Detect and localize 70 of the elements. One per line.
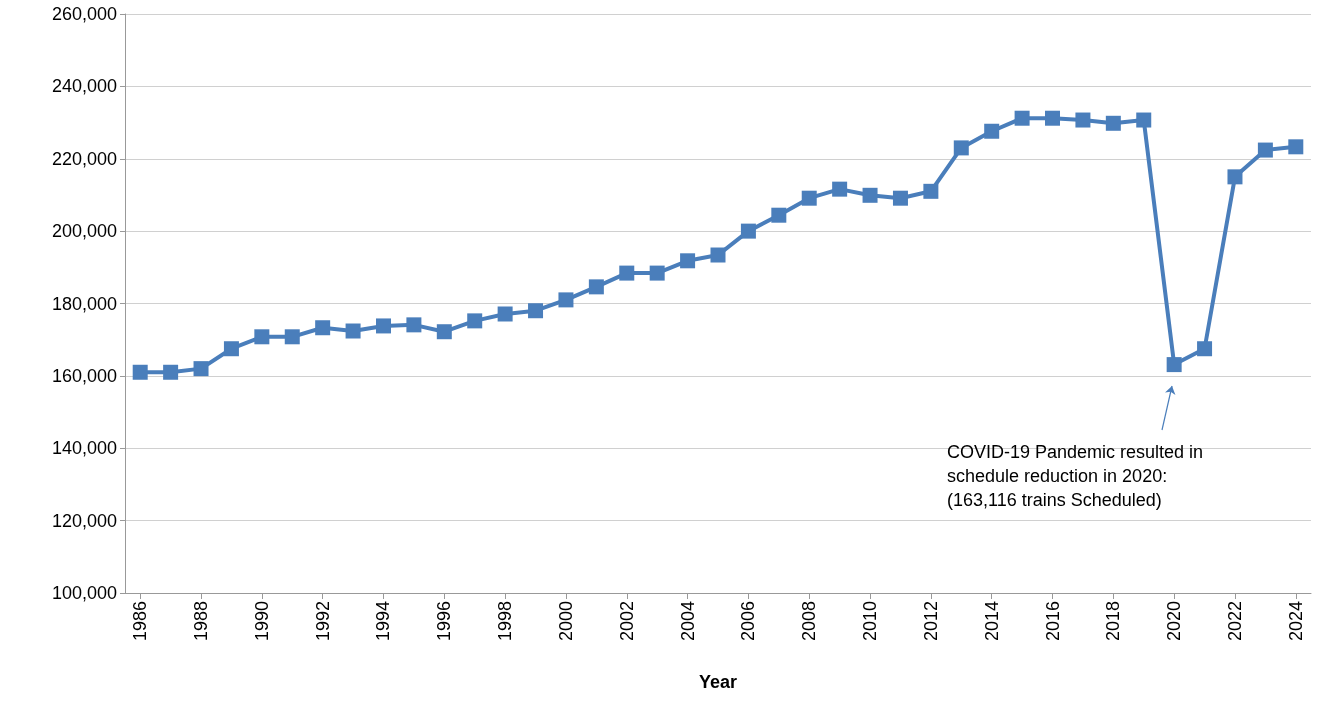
x-tick-label: 2008 (799, 601, 820, 642)
point (771, 207, 787, 223)
point (375, 318, 391, 334)
point (892, 190, 908, 206)
point (467, 313, 483, 329)
point (254, 329, 270, 345)
x-tick-label: 2010 (860, 601, 881, 642)
point (436, 324, 452, 340)
point (1197, 341, 1213, 357)
x-tick-label: 2024 (1285, 601, 1306, 642)
point (680, 253, 696, 269)
x-tick-label: 2020 (1164, 601, 1185, 642)
x-tick-label: 2014 (981, 601, 1002, 642)
x-tick-label: 2022 (1224, 601, 1245, 642)
point (406, 317, 422, 333)
annotation: COVID-19 Pandemic resulted in schedule reduction in 2020: (163,116 trains Scheduled) (947, 442, 1204, 510)
x-tick-label: 2004 (677, 601, 698, 642)
y-tick-label: 100,000 (51, 583, 117, 603)
point (1166, 357, 1182, 373)
point (740, 223, 756, 239)
y-tick-label: 240,000 (51, 76, 117, 97)
point (953, 140, 969, 156)
point (497, 306, 513, 322)
point (1288, 139, 1304, 155)
y-tick-label: 160,000 (51, 365, 117, 386)
point (132, 364, 148, 380)
y-tick-label: 120,000 (51, 510, 117, 531)
point (1105, 115, 1121, 131)
x-axis-title: Year (698, 672, 738, 692)
point (710, 247, 726, 263)
point (1257, 142, 1273, 158)
point (1075, 112, 1091, 128)
point (649, 265, 665, 281)
point (1227, 169, 1243, 185)
point (284, 329, 300, 345)
point (1045, 110, 1061, 126)
x-tick-label: 1992 (312, 601, 333, 642)
point (832, 181, 848, 197)
x-tick-label: 1986 (130, 601, 151, 642)
x-tick-label: 2016 (1042, 601, 1063, 642)
x-tick-label: 1998 (495, 601, 516, 642)
y-tick-label: 260,000 (51, 4, 117, 24)
x-tick-label: 1988 (191, 601, 212, 642)
y-tick-label: 140,000 (51, 438, 117, 459)
y-tick-label: 180,000 (51, 293, 117, 314)
point (528, 303, 544, 319)
x-tick-label: 2006 (738, 601, 759, 642)
point (163, 364, 179, 380)
y-tick-label: 200,000 (51, 221, 117, 242)
point (315, 320, 331, 336)
point (588, 279, 604, 295)
x-tick-label: 1996 (434, 601, 455, 642)
point (1136, 112, 1152, 128)
y-tick-label: 220,000 (51, 148, 117, 169)
x-tick-label: 2018 (1103, 601, 1124, 642)
point (984, 123, 1000, 139)
x-tick-label: 2002 (616, 601, 637, 642)
x-tick-label: 2000 (555, 601, 576, 642)
point (801, 190, 817, 206)
point (1014, 110, 1030, 126)
point (862, 187, 878, 203)
point (558, 292, 574, 308)
point (345, 323, 361, 339)
point (193, 361, 209, 377)
point (619, 265, 635, 281)
x-tick-label: 1990 (251, 601, 272, 642)
point (923, 183, 939, 199)
x-tick-label: 2012 (920, 601, 941, 642)
x-tick-label: 1994 (373, 601, 394, 642)
point (223, 341, 239, 357)
